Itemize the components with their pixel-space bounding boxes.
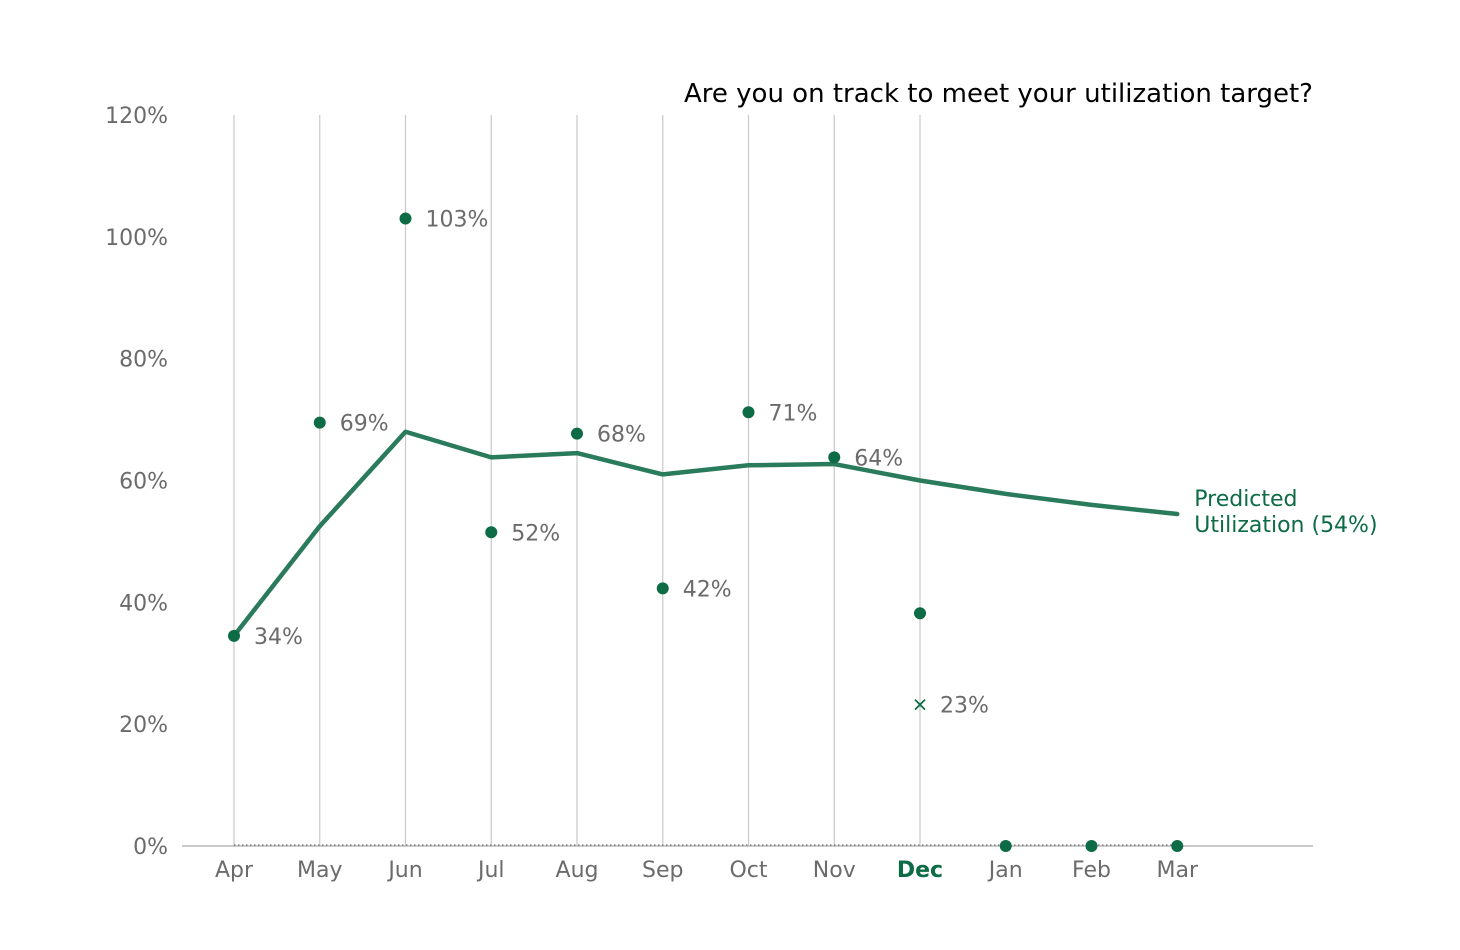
data-label-may: 69% xyxy=(340,412,389,437)
actual-point-dec xyxy=(914,607,926,620)
x-tick-label-nov: Nov xyxy=(813,858,856,883)
x-tick-label-jul: Jul xyxy=(476,858,505,883)
predicted-utilization-label: Predicted xyxy=(1194,487,1297,512)
chart-title: Are you on track to meet your utilizatio… xyxy=(684,79,1313,109)
x-tick-label-apr: Apr xyxy=(215,858,254,883)
x-tick-label-may: May xyxy=(297,858,342,883)
y-tick-label: 20% xyxy=(119,713,168,738)
actual-point-jun xyxy=(399,212,412,225)
x-tick-label-dec: Dec xyxy=(897,858,943,883)
x-tick-label-mar: Mar xyxy=(1156,858,1198,883)
actual-point-jul xyxy=(485,526,498,539)
predicted-utilization-line xyxy=(231,429,1180,639)
data-label-oct: 71% xyxy=(769,401,818,426)
y-tick-label: 0% xyxy=(133,835,168,860)
y-tick-label: 40% xyxy=(119,591,168,616)
x-marker-stroke xyxy=(914,699,926,711)
point-layer xyxy=(228,212,1184,852)
y-tick-label: 100% xyxy=(105,226,168,251)
actual-point-aug xyxy=(571,427,583,440)
data-label-sep: 42% xyxy=(683,577,732,602)
data-label-dec: 23% xyxy=(940,694,989,719)
actual-point-feb xyxy=(1085,840,1098,852)
grid-layer xyxy=(233,115,921,846)
y-tick-label: 80% xyxy=(119,348,168,373)
data-label-nov: 64% xyxy=(854,446,903,471)
estimate-x-marker-dec xyxy=(914,699,926,711)
actual-point-nov xyxy=(828,451,841,464)
y-tick-label: 60% xyxy=(119,470,168,495)
y-tick-label: 120% xyxy=(105,104,168,129)
data-label-apr: 34% xyxy=(254,625,303,650)
line-layer xyxy=(231,429,1180,639)
data-label-aug: 68% xyxy=(597,423,646,448)
x-tick-label-jan: Jan xyxy=(987,858,1023,883)
actual-point-apr xyxy=(228,629,240,642)
x-tick-label-jun: Jun xyxy=(386,858,422,883)
x-tick-label-aug: Aug xyxy=(556,858,599,883)
data-label-jun: 103% xyxy=(426,208,489,233)
predicted-utilization-label: Utilization (54%) xyxy=(1194,513,1377,538)
actual-point-mar xyxy=(1171,840,1184,852)
x-tick-label-feb: Feb xyxy=(1072,858,1111,883)
actual-point-sep xyxy=(656,582,669,595)
data-label-jul: 52% xyxy=(511,521,560,546)
actual-point-oct xyxy=(742,406,755,419)
x-tick-label-oct: Oct xyxy=(729,858,767,883)
axis-layer: 0% 20% 40% 60% 80% 100% 120% Apr May Jun Jul Aug Sep… xyxy=(105,104,1313,883)
actual-point-may xyxy=(313,416,326,429)
x-tick-label-sep: Sep xyxy=(642,858,683,883)
actual-point-jan xyxy=(999,840,1012,852)
